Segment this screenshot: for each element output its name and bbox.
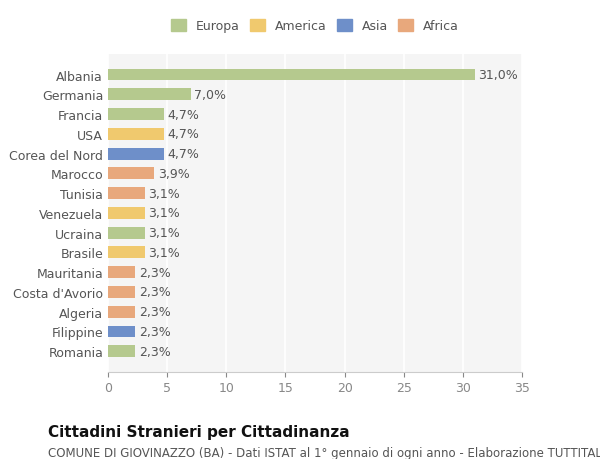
Text: 3,9%: 3,9% [158,168,190,180]
Bar [108,247,145,259]
Bar [108,267,135,279]
Bar [108,326,135,338]
Text: 2,3%: 2,3% [139,266,170,279]
Bar [108,69,475,81]
Text: 3,1%: 3,1% [148,187,180,200]
Bar [108,188,145,200]
Text: 2,3%: 2,3% [139,286,170,299]
Bar [108,227,145,239]
Bar [108,286,135,298]
Text: 4,7%: 4,7% [167,108,199,121]
Text: 2,3%: 2,3% [139,345,170,358]
Bar [108,168,154,180]
Bar [108,346,135,358]
Bar [108,306,135,318]
Bar [108,148,164,160]
Text: 4,7%: 4,7% [167,148,199,161]
Text: 31,0%: 31,0% [478,69,518,82]
Text: 3,1%: 3,1% [148,227,180,240]
Bar [108,109,164,121]
Text: 7,0%: 7,0% [194,89,226,101]
Text: 2,3%: 2,3% [139,325,170,338]
Text: 3,1%: 3,1% [148,207,180,220]
Text: COMUNE DI GIOVINAZZO (BA) - Dati ISTAT al 1° gennaio di ogni anno - Elaborazione: COMUNE DI GIOVINAZZO (BA) - Dati ISTAT a… [48,446,600,459]
Text: 2,3%: 2,3% [139,306,170,319]
Text: 3,1%: 3,1% [148,246,180,259]
Bar [108,129,164,140]
Text: 4,7%: 4,7% [167,128,199,141]
Bar [108,89,191,101]
Legend: Europa, America, Asia, Africa: Europa, America, Asia, Africa [171,20,459,33]
Text: Cittadini Stranieri per Cittadinanza: Cittadini Stranieri per Cittadinanza [48,425,350,440]
Bar [108,207,145,219]
